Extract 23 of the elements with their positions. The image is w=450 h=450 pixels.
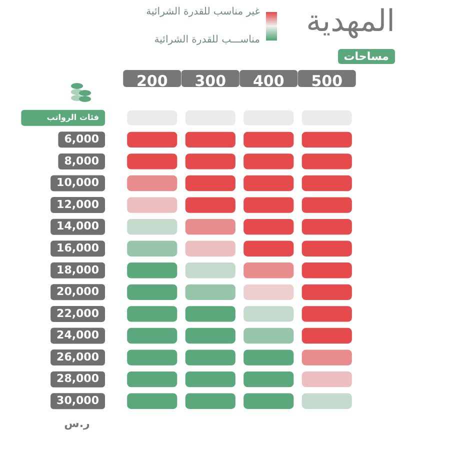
chart-title: المهدية — [306, 4, 395, 39]
x-tick-label: 300 — [194, 72, 226, 90]
color-bar-label: مناســـب للقدرة الشرائية — [154, 34, 260, 46]
y-tick-label: 16,000 — [56, 241, 100, 254]
y-tick-label: 12,000 — [56, 198, 100, 211]
y-tick-label: 20,000 — [56, 285, 100, 298]
y-tick-label: 18,000 — [56, 263, 100, 276]
y-tick-label: 22,000 — [56, 306, 100, 320]
text: ر.س — [64, 416, 90, 430]
x-tick-label: 400 — [252, 72, 284, 90]
x-tick-label: 500 — [311, 72, 343, 90]
y-tick-label: فئات الرواتب — [46, 112, 99, 122]
y-tick-label: 6,000 — [64, 132, 100, 146]
y-tick-label: 10,000 — [56, 176, 100, 190]
y-tick-label: 28,000 — [56, 372, 100, 386]
y-tick-label: 14,000 — [56, 220, 100, 233]
y-tick-label: 26,000 — [56, 350, 100, 364]
chart-subtitle: مساحات — [338, 49, 395, 64]
y-tick-label: 30,000 — [56, 394, 100, 407]
y-tick-label: 24,000 — [56, 328, 100, 342]
x-tick-label: 200 — [136, 72, 168, 90]
color-bar-label: غير مناسب للقدرة الشرائية — [146, 6, 260, 18]
y-tick-label: 8,000 — [64, 154, 100, 168]
